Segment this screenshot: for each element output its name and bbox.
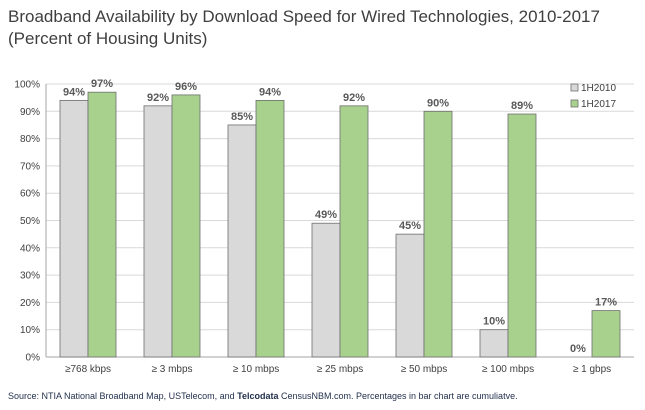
y-tick-label: 40% — [20, 243, 40, 254]
y-tick-label: 70% — [20, 161, 40, 172]
bar-1h2010 — [395, 233, 425, 358]
x-tick-label: ≥ 1 gbps — [573, 364, 611, 375]
y-tick-label: 10% — [20, 325, 40, 336]
data-label: 89% — [511, 100, 533, 112]
bar-1h2010 — [59, 99, 89, 358]
data-label: 85% — [231, 111, 253, 123]
x-tick-label: ≥ 10 mbps — [233, 364, 280, 375]
source-suffix: CensusNBM.com. Percentages in bar chart … — [278, 391, 518, 401]
source-bold: Telcodata — [237, 391, 279, 401]
bar-1h2017 — [87, 91, 117, 358]
data-label: 45% — [399, 220, 421, 232]
x-tick-label: ≥ 50 mbps — [401, 364, 448, 375]
y-tick-label: 90% — [20, 107, 40, 118]
source-note: Source: NTIA National Broadband Map, UST… — [8, 391, 518, 401]
data-label: 94% — [259, 86, 281, 98]
bar-1h2017 — [255, 99, 285, 358]
chart-title-line2: (Percent of Housing Units) — [8, 29, 208, 48]
legend-swatch-1h2017 — [570, 99, 579, 108]
data-label: 97% — [91, 78, 113, 90]
y-tick-label: 50% — [20, 216, 40, 227]
data-label: 0% — [570, 343, 586, 355]
bar-1h2017 — [423, 110, 453, 358]
legend-label: 1H2017 — [581, 99, 616, 110]
data-label: 17% — [595, 297, 617, 309]
bar-1h2017 — [507, 113, 537, 358]
y-tick-label: 0% — [26, 353, 41, 364]
y-tick-label: 60% — [20, 189, 40, 200]
y-tick-label: 80% — [20, 134, 40, 145]
bar-1h2017 — [591, 310, 621, 358]
bar-1h2010 — [311, 222, 341, 358]
legend-swatch-1h2010 — [570, 83, 579, 92]
y-tick-label: 30% — [20, 271, 40, 282]
x-tick-label: ≥768 kbps — [65, 364, 111, 375]
source-prefix: Source: NTIA National Broadband Map, UST… — [8, 391, 238, 401]
bar-1h2017 — [339, 105, 369, 358]
x-tick-label: ≥ 3 mbps — [151, 364, 192, 375]
data-label: 49% — [315, 209, 337, 221]
legend-label: 1H2010 — [581, 83, 616, 94]
data-label: 90% — [427, 97, 449, 109]
x-tick-label: ≥ 100 mbps — [482, 364, 534, 375]
data-label: 92% — [343, 92, 365, 104]
chart-title: Broadband Availability by Download Speed… — [8, 6, 638, 50]
data-label: 94% — [63, 86, 85, 98]
data-label: 10% — [483, 316, 505, 328]
bar-1h2010 — [143, 105, 173, 358]
bar-1h2017 — [171, 94, 201, 358]
chart-title-line1: Broadband Availability by Download Speed… — [8, 7, 600, 26]
bar-1h2010 — [479, 329, 509, 358]
y-tick-label: 100% — [14, 80, 40, 91]
y-tick-label: 20% — [20, 298, 40, 309]
data-label: 96% — [175, 81, 197, 93]
x-tick-label: ≥ 25 mbps — [317, 364, 364, 375]
data-label: 92% — [147, 92, 169, 104]
bar-1h2010 — [227, 124, 257, 358]
